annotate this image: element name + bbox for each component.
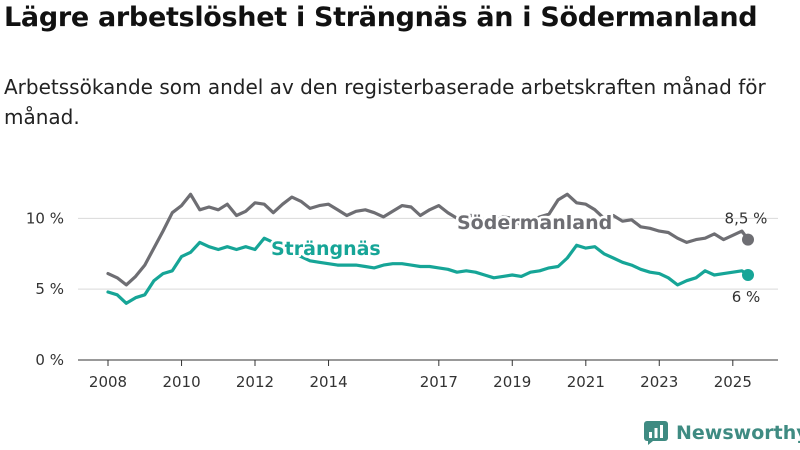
x-tick-label: 2025 [714,373,752,391]
chart-title: Lägre arbetslöshet i Strängnäs än i Söde… [4,2,758,33]
series-label-strangnas: Strängnäs [271,238,381,260]
x-tick-label: 2014 [309,373,347,391]
series-line-sodermanland [106,192,750,287]
newsworthy-logo-icon [644,421,668,445]
x-tick-label: 2008 [89,373,127,391]
x-tick-label: 2021 [567,373,605,391]
series-layer [106,192,754,305]
brand-name: Newsworthy [676,422,800,444]
brand: Newsworthy [644,420,800,446]
y-tick-label: 5 % [35,280,64,298]
x-tick-label: 2023 [640,373,678,391]
x-tick-label: 2017 [420,373,458,391]
end-point-strangnas [742,269,754,281]
x-tick-label: 2012 [236,373,274,391]
grid [78,217,778,361]
series-label-sodermanland: Södermanland [457,212,612,234]
end-label-strangnas: 6 % [732,288,761,306]
y-tick-label: 10 % [26,209,64,227]
chart-subtitle: Arbetssökande som andel av den registerb… [4,75,766,129]
end-point-sodermanland [742,233,754,246]
x-tick-label: 2010 [162,373,200,391]
end-label-sodermanland: 8,5 % [725,210,768,228]
axes: 0 % 5 % 10 % 2008 2010 2012 2014 2017 2019 2021 20… [26,209,778,391]
series-line-strangnas [106,236,750,305]
x-tick-label: 2019 [493,373,531,391]
labels: Södermanland Strängnäs 8,5 % 6 % [269,210,768,307]
y-tick-label: 0 % [35,351,64,369]
